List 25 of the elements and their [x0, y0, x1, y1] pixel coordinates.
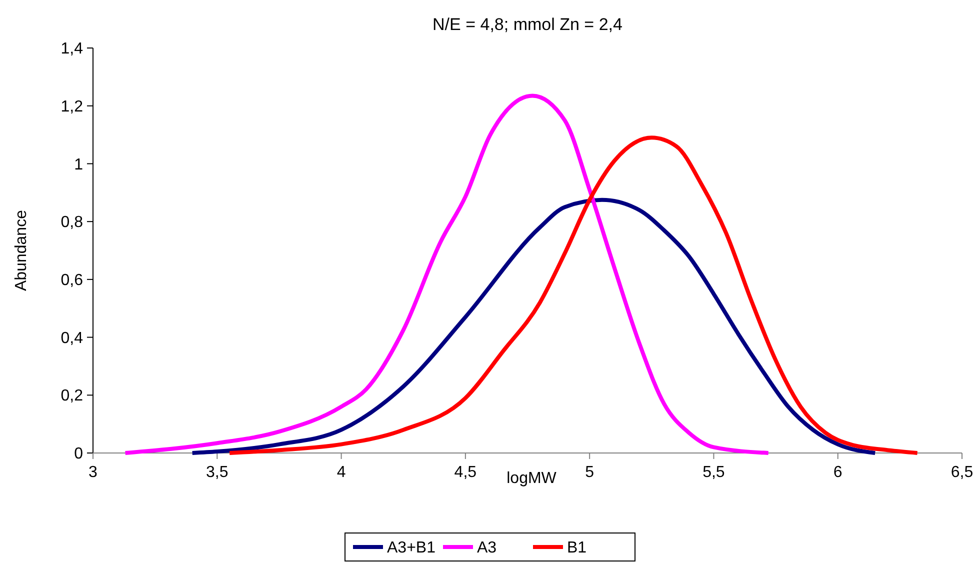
y-tick-label: 1,2 [60, 98, 84, 116]
line-series [228, 136, 920, 455]
x-axis-title: logMW [506, 470, 558, 487]
legend-label: B1 [567, 540, 587, 557]
x-tick-label: 3 [88, 464, 98, 481]
y-axis-title: Abundance [13, 210, 30, 291]
legend-label: A3 [477, 540, 497, 557]
y-tick-label: 0,2 [60, 388, 84, 405]
y-tick-label: 0,6 [60, 272, 84, 290]
x-tick-label: 3,5 [206, 464, 228, 481]
legend-label: A3+B1 [387, 540, 436, 557]
x-tick-label: 6 [833, 464, 842, 481]
y-tick-label: 1 [74, 156, 84, 174]
y-tick-label: 0,8 [60, 214, 84, 232]
line-series [190, 198, 878, 455]
x-tick-label: 6,5 [950, 464, 974, 481]
y-tick-label: 0,4 [60, 330, 84, 347]
x-tick-label: 4 [336, 464, 346, 481]
chart-title: N/E = 4,8; mmol Zn = 2,4 [432, 15, 622, 34]
x-tick-label: 5,5 [702, 464, 725, 481]
x-tick-label: 5 [585, 464, 594, 481]
y-tick-label: 0 [74, 446, 84, 463]
y-tick-label: 1,4 [60, 40, 84, 58]
line-series [123, 94, 770, 455]
x-tick-label: 4,5 [454, 464, 477, 481]
